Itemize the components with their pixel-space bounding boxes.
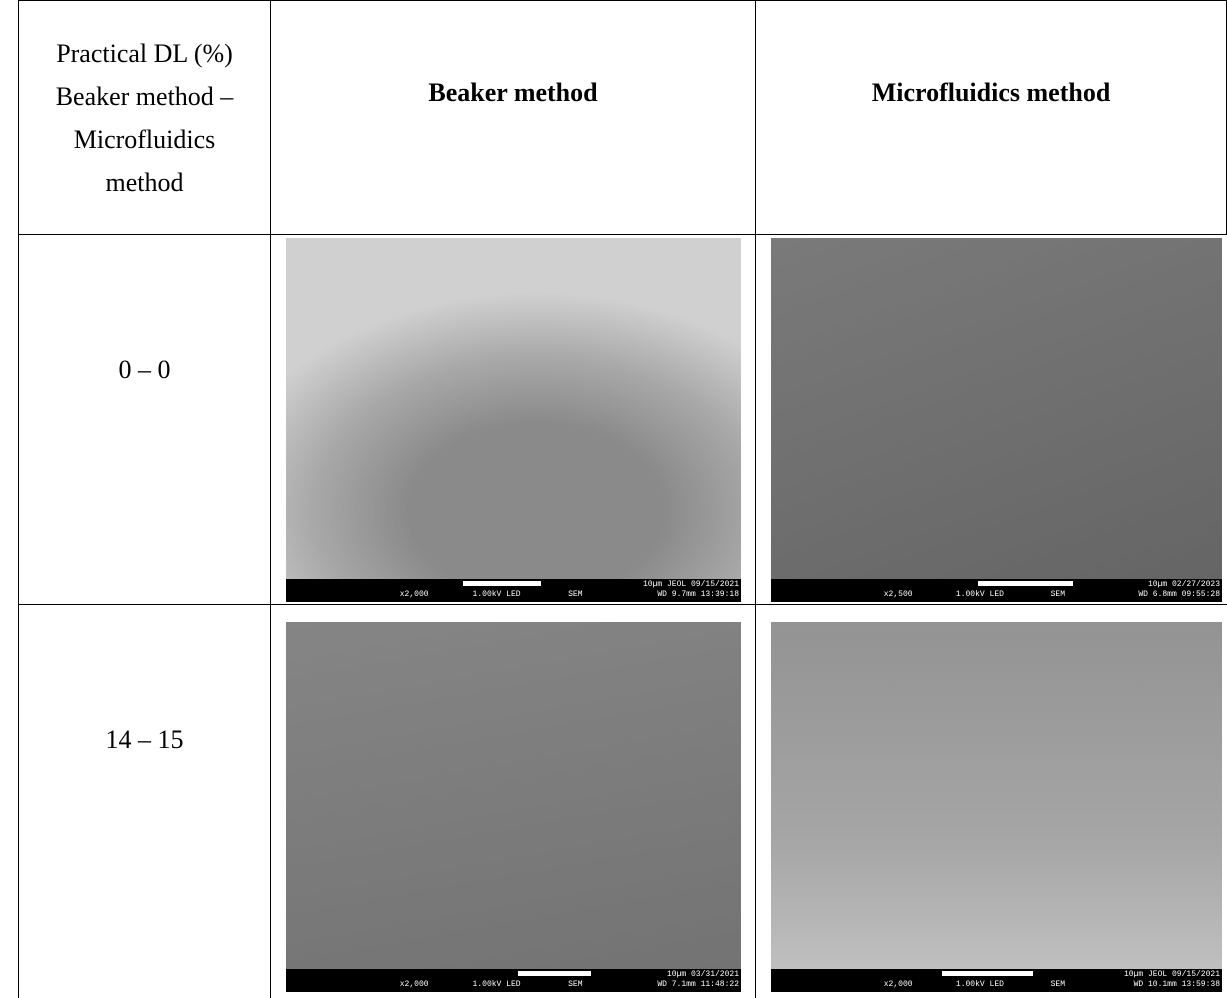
info-text: 10µm JEOL 09/15/2021 — [1123, 970, 1220, 979]
info-text: WD 10.1mm 13:59:38 — [1133, 980, 1220, 989]
info-text: 1.00kV LED — [955, 590, 1004, 599]
header-cell: Practical DL (%) Beaker method – Microfl… — [19, 1, 270, 234]
sem-image: 10µm JEOL 09/15/2021 x2,000 1.00kV LED SEM W… — [286, 238, 741, 602]
info-bar: 10µm 02/27/2023 x2,500 1.00kV LED SEM WD 6.8… — [771, 579, 1222, 602]
info-text: WD 6.8mm 09:55:28 — [1138, 590, 1220, 599]
header-cell: Microfluidics method — [871, 77, 1111, 107]
border — [18, 604, 1227, 605]
scale-bar — [518, 971, 591, 976]
header-text: Practical DL (%) — [56, 38, 233, 68]
border — [270, 0, 271, 998]
row-label: 0 – 0 — [118, 355, 171, 384]
info-text: 1.00kV LED — [472, 590, 521, 599]
info-text: SEM — [1050, 980, 1066, 989]
info-text: 10µm JEOL 09/15/2021 — [642, 580, 739, 589]
scale-bar — [978, 581, 1074, 586]
info-text: x2,000 — [883, 980, 913, 989]
info-text: x2,500 — [883, 590, 913, 599]
header-text: Microfluidics — [73, 124, 216, 154]
sem-image: 10µm JEOL 09/15/2021 x2,000 1.00kV LED SEM W… — [771, 622, 1222, 992]
sem-image: 10µm 03/31/2021 x2,000 1.00kV LED SEM WD 7.1… — [286, 622, 741, 992]
border — [18, 234, 1227, 235]
header-cell: Beaker method — [428, 77, 598, 107]
info-text: SEM — [568, 590, 583, 599]
info-text: x2,000 — [399, 980, 429, 989]
row-label: 14 – 15 — [105, 725, 184, 754]
info-text: 1.00kV LED — [955, 980, 1004, 989]
scale-bar — [463, 581, 541, 586]
sem-image: 10µm 02/27/2023 x2,500 1.00kV LED SEM WD 6.8… — [771, 238, 1222, 602]
info-bar: 10µm JEOL 09/15/2021 x2,000 1.00kV LED SEM W… — [286, 579, 741, 602]
info-text: 1.00kV LED — [472, 980, 521, 989]
info-text: SEM — [568, 980, 583, 989]
info-bar: 10µm JEOL 09/15/2021 x2,000 1.00kV LED SEM W… — [771, 969, 1222, 992]
info-text: SEM — [1050, 590, 1066, 599]
border — [755, 0, 756, 998]
border — [18, 0, 1227, 1]
header-text: Beaker method – — [55, 81, 234, 111]
info-text: x2,000 — [399, 590, 429, 599]
header-text: method — [105, 167, 184, 197]
border — [18, 0, 19, 998]
info-text: 10µm 02/27/2023 — [1147, 580, 1220, 589]
info-text: 10µm 03/31/2021 — [666, 970, 739, 979]
scale-bar — [942, 971, 1033, 976]
info-bar: 10µm 03/31/2021 x2,000 1.00kV LED SEM WD 7.1… — [286, 969, 741, 992]
info-text: WD 7.1mm 11:48:22 — [657, 980, 739, 989]
info-text: WD 9.7mm 13:39:18 — [657, 590, 739, 599]
